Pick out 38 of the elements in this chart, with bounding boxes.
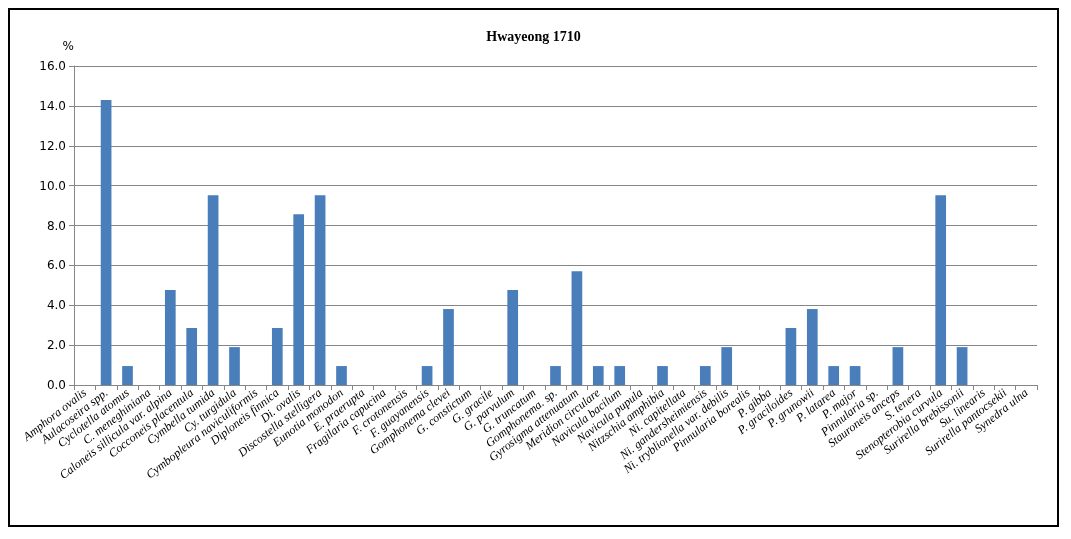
bar <box>122 366 133 385</box>
bar <box>592 366 604 385</box>
y-tick-label: 0.0 <box>46 378 66 392</box>
bar <box>892 347 904 385</box>
bar <box>293 214 305 385</box>
bar <box>785 327 797 385</box>
bar <box>336 366 347 385</box>
bar <box>186 327 198 385</box>
bar <box>657 366 668 385</box>
bar <box>956 347 968 385</box>
bar <box>828 366 840 385</box>
bar <box>207 195 219 385</box>
bar <box>699 366 711 385</box>
bar <box>550 366 561 385</box>
y-tick-label: 2.0 <box>46 338 66 353</box>
bar <box>271 327 283 385</box>
y-tick-label: 14.0 <box>39 98 66 113</box>
bar <box>421 366 433 385</box>
y-axis-title: % <box>62 39 74 53</box>
y-tick-label: 8.0 <box>46 218 66 233</box>
y-tick-label: 12.0 <box>39 138 66 153</box>
bar <box>721 347 733 385</box>
bar <box>571 271 583 385</box>
bar <box>849 366 861 385</box>
bar <box>314 195 326 385</box>
bar <box>164 290 176 385</box>
chart-title: Hwayeong 1710 <box>486 28 581 44</box>
bar <box>935 195 947 385</box>
y-tick-label: 6.0 <box>46 258 66 273</box>
bar <box>806 309 818 385</box>
y-tick-label: 10.0 <box>39 178 66 193</box>
bar <box>100 99 112 385</box>
bar <box>507 290 519 385</box>
bar <box>443 309 454 385</box>
y-tick-label: 4.0 <box>46 298 66 313</box>
y-tick-label: 16.0 <box>39 59 66 73</box>
bar <box>229 347 240 385</box>
bar <box>614 366 626 385</box>
